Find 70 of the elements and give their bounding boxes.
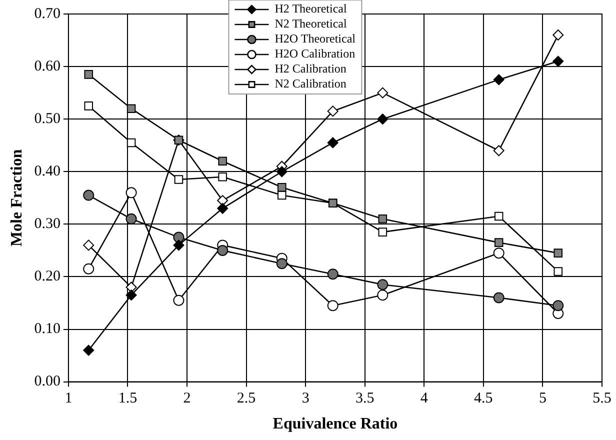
legend-label: H2O Theoretical: [274, 32, 356, 46]
point: [276, 258, 288, 270]
point: [83, 190, 94, 201]
point: [83, 240, 94, 251]
y-tick-label: 0.20: [34, 268, 60, 285]
point: [173, 232, 184, 243]
point: [493, 248, 504, 259]
point: [83, 263, 94, 274]
point: [493, 74, 504, 86]
point: [173, 240, 184, 251]
point: [552, 56, 564, 67]
x-tick-label: 2: [183, 390, 191, 407]
legend-label: N2 Calibration: [274, 76, 346, 91]
y-tick-label: 0.40: [34, 164, 60, 180]
point: [174, 175, 184, 184]
x-axis-title: Equivalence Ratio: [272, 416, 398, 433]
point: [377, 114, 388, 125]
point: [126, 213, 137, 224]
point: [327, 268, 338, 280]
y-tick-label: 0.70: [34, 6, 60, 22]
x-tick-label: 1: [64, 390, 72, 407]
point: [83, 344, 94, 356]
point: [377, 279, 388, 290]
legend-label: H2 Calibration: [274, 62, 346, 76]
x-tick-label: 3.5: [355, 390, 374, 407]
point: [126, 187, 137, 198]
point: [327, 137, 338, 148]
x-tick-label: 1.5: [118, 390, 138, 407]
y-tick-label: 0.60: [34, 58, 60, 74]
point: [276, 166, 288, 178]
x-tick-label: 4.5: [474, 390, 493, 407]
point: [554, 248, 563, 258]
point: [173, 294, 184, 306]
point: [84, 102, 93, 110]
x-tick-label: 3: [302, 390, 310, 407]
point: [218, 172, 227, 182]
x-tick-label: 4: [420, 390, 428, 407]
y-tick-label: 0.00: [34, 374, 60, 390]
point: [126, 138, 136, 148]
point: [377, 87, 388, 98]
point: [378, 214, 388, 224]
legend-label: H2 Theoretical: [274, 2, 348, 16]
y-tick-label: 0.30: [34, 216, 60, 232]
point: [126, 282, 137, 293]
point: [84, 70, 93, 79]
point: [493, 292, 504, 304]
point: [217, 244, 228, 256]
point: [327, 300, 338, 312]
x-tick-label: 2.5: [236, 390, 256, 407]
point: [126, 104, 136, 113]
point: [494, 238, 504, 247]
x-tick-label: 5.5: [592, 390, 612, 407]
point: [277, 183, 286, 192]
legend-label: H2O Calibration: [274, 46, 356, 61]
point: [494, 212, 504, 221]
point: [377, 290, 388, 301]
point: [218, 156, 227, 166]
point: [493, 145, 504, 156]
y-axis-title: Mole Fraction: [8, 149, 26, 247]
point: [378, 228, 388, 236]
x-tick-label: 5: [538, 390, 546, 407]
point: [552, 300, 564, 312]
point: [126, 290, 137, 301]
y-tick-label: 0.10: [34, 321, 60, 338]
point: [217, 202, 228, 214]
y-tick-label: 0.50: [34, 111, 60, 128]
point: [327, 106, 338, 117]
point: [552, 30, 564, 41]
legend-label: N2 Theoretical: [274, 16, 348, 31]
point: [554, 267, 563, 276]
